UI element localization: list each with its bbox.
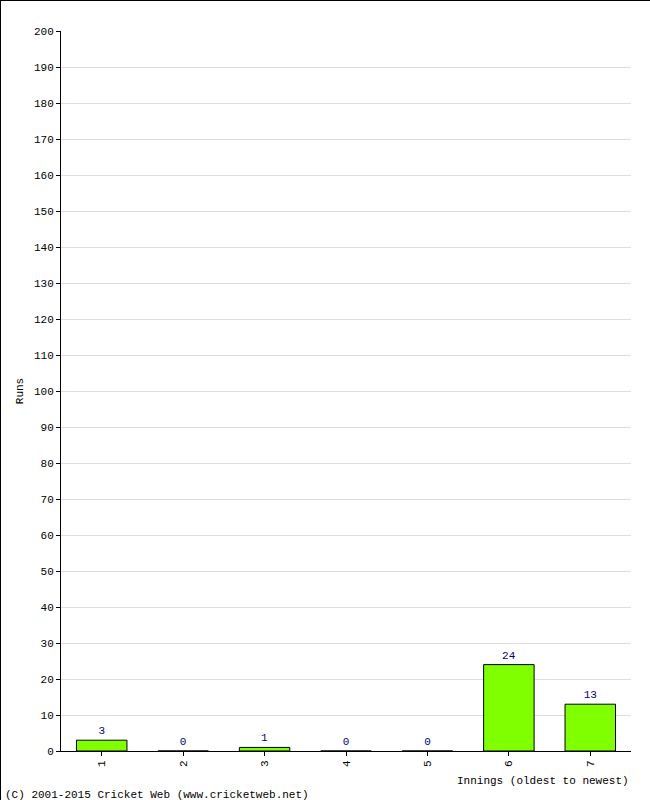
svg-text:3: 3 — [259, 760, 271, 767]
svg-text:1: 1 — [261, 732, 268, 744]
svg-text:110: 110 — [34, 350, 54, 362]
svg-text:180: 180 — [34, 98, 54, 110]
svg-text:30: 30 — [41, 638, 54, 650]
svg-text:150: 150 — [34, 206, 54, 218]
svg-text:4: 4 — [341, 760, 353, 767]
svg-text:0: 0 — [180, 736, 187, 748]
svg-text:1: 1 — [96, 760, 108, 767]
svg-text:120: 120 — [34, 314, 54, 326]
svg-text:80: 80 — [41, 458, 54, 470]
svg-text:3: 3 — [98, 725, 105, 737]
svg-text:0: 0 — [47, 746, 54, 758]
svg-text:140: 140 — [34, 242, 54, 254]
svg-text:2: 2 — [178, 760, 190, 767]
svg-text:100: 100 — [34, 386, 54, 398]
svg-text:0: 0 — [343, 736, 350, 748]
svg-text:7: 7 — [585, 760, 597, 767]
svg-text:10: 10 — [41, 710, 54, 722]
svg-text:(C) 2001-2015 Cricket Web (www: (C) 2001-2015 Cricket Web (www.cricketwe… — [5, 789, 309, 800]
svg-text:6: 6 — [503, 760, 515, 767]
svg-text:24: 24 — [502, 650, 516, 662]
svg-text:200: 200 — [34, 26, 54, 38]
svg-text:Innings (oldest to newest): Innings (oldest to newest) — [457, 775, 629, 787]
svg-text:70: 70 — [41, 494, 54, 506]
svg-text:160: 160 — [34, 170, 54, 182]
svg-text:60: 60 — [41, 530, 54, 542]
svg-text:50: 50 — [41, 566, 54, 578]
svg-text:5: 5 — [422, 760, 434, 767]
svg-text:130: 130 — [34, 278, 54, 290]
svg-text:0: 0 — [424, 736, 431, 748]
svg-text:13: 13 — [584, 689, 597, 701]
svg-text:90: 90 — [41, 422, 54, 434]
svg-text:20: 20 — [41, 674, 54, 686]
svg-text:170: 170 — [34, 134, 54, 146]
svg-text:Runs: Runs — [14, 378, 26, 404]
svg-text:40: 40 — [41, 602, 54, 614]
svg-text:190: 190 — [34, 62, 54, 74]
